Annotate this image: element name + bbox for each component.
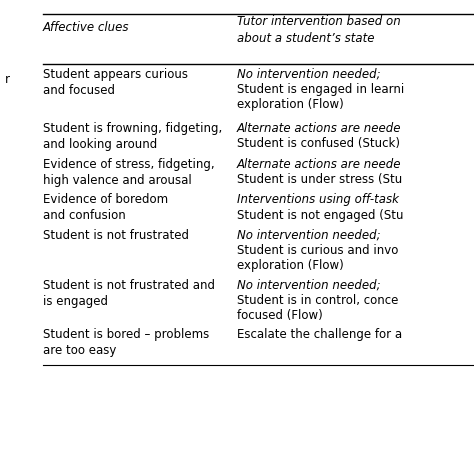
Text: Interventions using off-task: Interventions using off-task: [237, 193, 399, 206]
Text: No intervention needed;: No intervention needed;: [237, 68, 381, 81]
Text: Student is under stress (Stu: Student is under stress (Stu: [237, 173, 402, 186]
Text: exploration (Flow): exploration (Flow): [237, 259, 344, 272]
Text: No intervention needed;: No intervention needed;: [237, 279, 381, 292]
Text: Student appears curious
and focused: Student appears curious and focused: [43, 68, 188, 97]
Text: Evidence of stress, fidgeting,
high valence and arousal: Evidence of stress, fidgeting, high vale…: [43, 158, 214, 187]
Text: Affective clues: Affective clues: [43, 21, 129, 34]
Text: Student is not frustrated: Student is not frustrated: [43, 229, 189, 242]
Text: Student is in control, conce: Student is in control, conce: [237, 294, 398, 307]
Text: Student is curious and invo: Student is curious and invo: [237, 244, 398, 257]
Text: Student is confused (Stuck): Student is confused (Stuck): [237, 137, 400, 150]
Text: Student is not frustrated and
is engaged: Student is not frustrated and is engaged: [43, 279, 215, 308]
Text: Alternate actions are neede: Alternate actions are neede: [237, 158, 401, 171]
Text: r: r: [5, 73, 10, 85]
Text: focused (Flow): focused (Flow): [237, 309, 323, 322]
Text: Tutor intervention based on
about a student’s state: Tutor intervention based on about a stud…: [237, 15, 401, 45]
Text: Evidence of boredom
and confusion: Evidence of boredom and confusion: [43, 193, 168, 222]
Text: Student is engaged in learni: Student is engaged in learni: [237, 83, 404, 96]
Text: Alternate actions are neede: Alternate actions are neede: [237, 122, 401, 135]
Text: Student is not engaged (Stu: Student is not engaged (Stu: [237, 209, 403, 221]
Text: No intervention needed;: No intervention needed;: [237, 229, 381, 242]
Text: Student is frowning, fidgeting,
and looking around: Student is frowning, fidgeting, and look…: [43, 122, 222, 151]
Text: Escalate the challenge for a: Escalate the challenge for a: [237, 328, 402, 341]
Text: Student is bored – problems
are too easy: Student is bored – problems are too easy: [43, 328, 209, 357]
Text: exploration (Flow): exploration (Flow): [237, 98, 344, 111]
